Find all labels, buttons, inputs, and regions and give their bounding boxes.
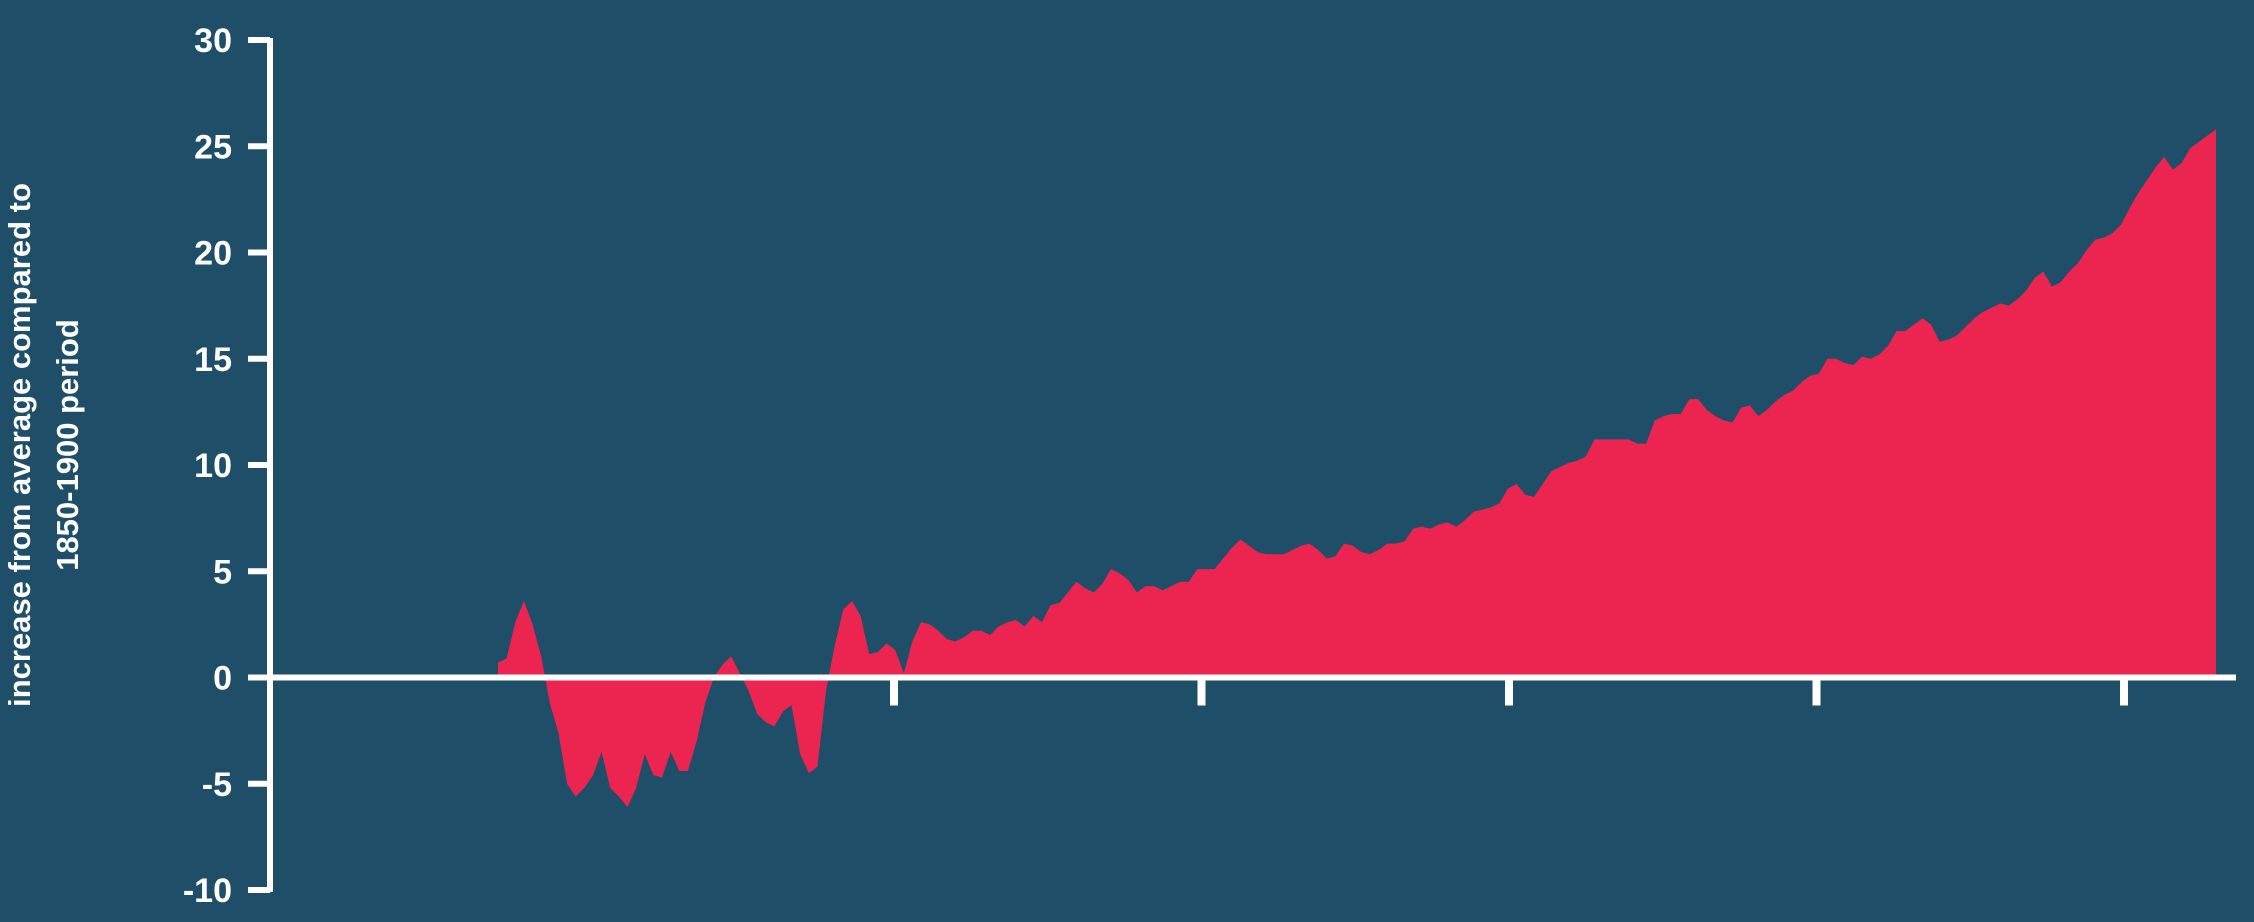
series-area (498, 129, 2216, 808)
y-tick-label: -10 (183, 872, 232, 910)
axis-layer: 30 25 20 15 10 5 0 -5 -10 (183, 22, 2236, 910)
y-tick-label: -5 (202, 766, 232, 804)
y-axis-title-line-1: increase from average compared to (2, 183, 37, 707)
y-axis-title-line-2: 1850-1900 period (50, 319, 85, 571)
y-tick-label: 30 (194, 22, 232, 60)
y-tick-label: 20 (194, 235, 232, 273)
y-tick-label: 0 (213, 660, 232, 698)
y-tick-label: 10 (194, 447, 232, 485)
y-tick-label: 15 (194, 341, 232, 379)
y-tick-label: 25 (194, 128, 232, 166)
y-tick-label: 5 (213, 553, 232, 591)
plot-layer (498, 129, 2216, 808)
